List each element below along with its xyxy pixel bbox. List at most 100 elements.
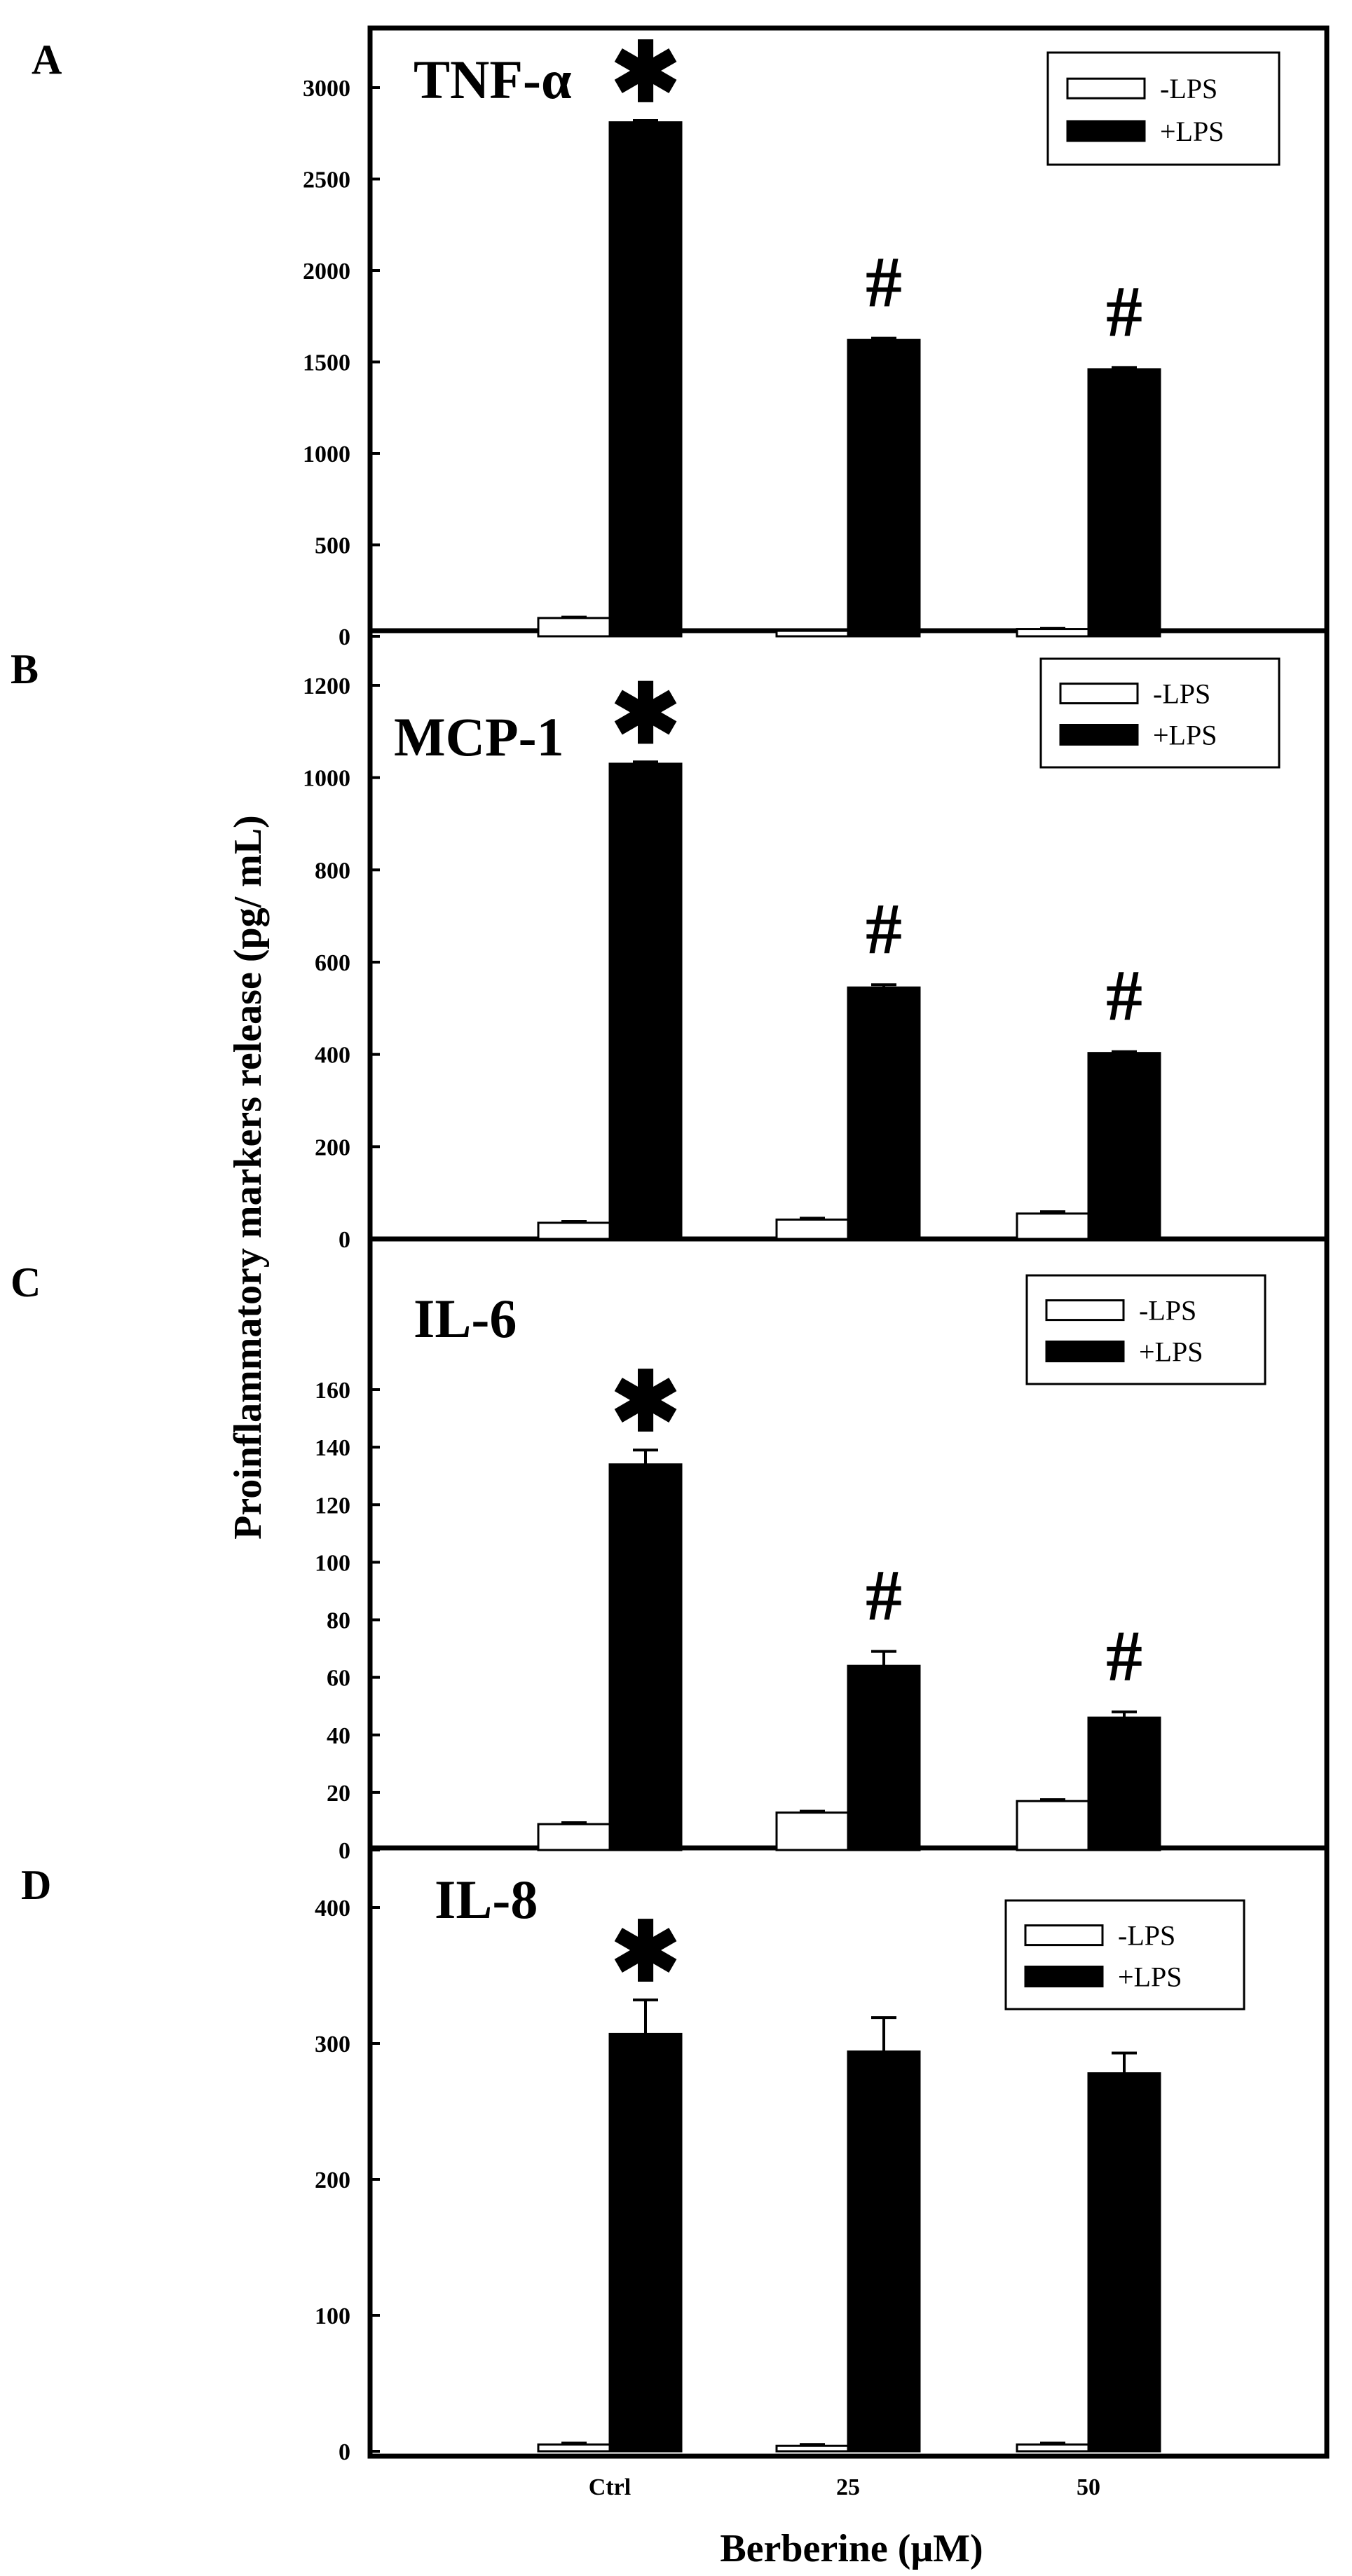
- y-tick-label: 40: [327, 1723, 350, 1749]
- significance-star: ✱: [611, 27, 681, 119]
- bar-minus-lps-ctrl: [537, 617, 611, 638]
- y-tick-label: 160: [315, 1378, 350, 1404]
- y-tick-label: 60: [327, 1666, 350, 1692]
- significance-star: ✱: [611, 1357, 681, 1448]
- y-tick-label: 0: [339, 624, 350, 650]
- significance-hash: #: [866, 889, 902, 969]
- panel-title: IL-6: [414, 1288, 517, 1349]
- figure-frame: [367, 25, 1330, 2459]
- legend-swatch-minus-lps: [1059, 683, 1139, 705]
- legend: -LPS +LPS: [1046, 51, 1281, 166]
- x-tick-label: Ctrl: [589, 2474, 631, 2500]
- significance-hash: #: [1106, 271, 1142, 352]
- legend-swatch-minus-lps: [1045, 1299, 1125, 1322]
- bar-plus-lps-ctrl: [608, 762, 683, 1240]
- bar-minus-lps-25: [775, 1218, 849, 1240]
- bar-plus-lps-50: [1087, 368, 1161, 638]
- bar-plus-lps-50: [1087, 2072, 1161, 2453]
- y-tick-label: 2500: [303, 167, 350, 193]
- y-tick-label: 500: [315, 533, 350, 559]
- legend: -LPS +LPS: [1004, 1899, 1245, 2010]
- bar-plus-lps-50: [1087, 1052, 1161, 1240]
- y-tick-label: 0: [339, 2439, 350, 2465]
- significance-hash: #: [866, 242, 902, 323]
- significance-star: ✱: [611, 1907, 681, 1999]
- significance-star: ✱: [611, 669, 681, 760]
- legend-label: -LPS: [1160, 73, 1217, 104]
- y-tick-label: 0: [339, 1227, 350, 1253]
- bar-plus-lps-ctrl: [608, 121, 683, 638]
- y-tick-label: 140: [315, 1435, 350, 1461]
- significance-hash: #: [1106, 1616, 1142, 1697]
- bar-plus-lps-50: [1087, 1716, 1161, 1851]
- panel-b: B MCP-1 0 200 400 600 800 1000 1200 ✱ # # -LPS +LPS: [11, 646, 1281, 1253]
- legend-label: -LPS: [1153, 678, 1210, 710]
- bar-minus-lps-ctrl: [537, 2443, 611, 2453]
- bar-minus-lps-50: [1016, 1800, 1090, 1851]
- legend-swatch-plus-lps: [1024, 1966, 1104, 1987]
- legend-label: +LPS: [1160, 116, 1224, 147]
- panel-title: MCP-1: [394, 706, 564, 767]
- y-tick-label: 1000: [303, 766, 350, 792]
- panel-letter: B: [11, 646, 39, 692]
- panel-a: A TNF-α 0 500 1000 1500 2000 2500 3000 ✱ # # -LPS +LP…: [32, 27, 1281, 650]
- legend-box: [1025, 1274, 1266, 1385]
- y-tick-label: 2000: [303, 259, 350, 285]
- panel-letter: A: [32, 36, 62, 83]
- y-tick-label: 1500: [303, 350, 350, 376]
- panel-title: TNF-α: [414, 49, 572, 110]
- y-tick-label: 0: [339, 1838, 350, 1864]
- y-tick-label: 20: [327, 1781, 350, 1807]
- bar-minus-lps-50: [1016, 1212, 1090, 1240]
- y-tick-label: 400: [315, 1043, 350, 1069]
- legend-swatch-plus-lps: [1059, 724, 1139, 746]
- x-tick-label: 25: [836, 2474, 860, 2500]
- legend-box: [1004, 1899, 1245, 2010]
- panel-title: IL-8: [435, 1869, 538, 1930]
- bar-minus-lps-ctrl: [537, 1221, 611, 1240]
- y-tick-label: 200: [315, 1135, 350, 1160]
- x-axis-label: Berberine (μM): [720, 2527, 983, 2570]
- panel-letter: D: [21, 1862, 51, 1908]
- y-tick-label: 300: [315, 2032, 350, 2057]
- legend-label: +LPS: [1118, 1961, 1182, 1993]
- panel-c: C IL-6 0 20 40 60 80 100 120 140 160 ✱ # # -LPS +LPS: [11, 1259, 1266, 1864]
- y-tick-label: 400: [315, 1896, 350, 1921]
- y-tick-label: 120: [315, 1493, 350, 1519]
- legend-swatch-minus-lps: [1024, 1924, 1104, 1947]
- panel-d: D IL-8 0 100 200 300 400 ✱ -LPS +LPS: [21, 1862, 1245, 2465]
- bar-minus-lps-25: [775, 1811, 849, 1851]
- legend-swatch-minus-lps: [1066, 77, 1146, 100]
- bar-minus-lps-ctrl: [537, 1823, 611, 1851]
- legend-swatch-plus-lps: [1045, 1341, 1125, 1362]
- panel-letter: C: [11, 1259, 41, 1306]
- y-tick-label: 800: [315, 858, 350, 884]
- y-tick-label: 1200: [303, 673, 350, 699]
- bar-minus-lps-50: [1016, 628, 1090, 638]
- legend-box: [1039, 657, 1281, 769]
- bar-plus-lps-ctrl: [608, 1463, 683, 1851]
- bar-plus-lps-25: [847, 1664, 921, 1851]
- legend-box: [1046, 51, 1281, 166]
- y-tick-label: 1000: [303, 441, 350, 467]
- bar-plus-lps-25: [847, 338, 921, 638]
- significance-hash: #: [1106, 956, 1142, 1036]
- y-tick-label: 100: [315, 1550, 350, 1576]
- bar-minus-lps-25: [775, 2444, 849, 2453]
- legend: -LPS +LPS: [1025, 1274, 1266, 1385]
- legend-label: -LPS: [1139, 1295, 1196, 1327]
- y-tick-label: 600: [315, 950, 350, 976]
- y-axis-label: Proinflammatory markers release (pg/ mL): [226, 815, 270, 1540]
- bar-plus-lps-25: [847, 2050, 921, 2453]
- significance-hash: #: [866, 1556, 902, 1636]
- bar-plus-lps-25: [847, 986, 921, 1240]
- legend-label: -LPS: [1118, 1920, 1175, 1952]
- legend: -LPS +LPS: [1039, 657, 1281, 769]
- legend-label: +LPS: [1139, 1336, 1203, 1368]
- legend-swatch-plus-lps: [1066, 120, 1146, 142]
- bar-minus-lps-50: [1016, 2443, 1090, 2453]
- x-tick-label: 50: [1077, 2474, 1100, 2500]
- legend-label: +LPS: [1153, 720, 1217, 751]
- bar-plus-lps-ctrl: [608, 2032, 683, 2453]
